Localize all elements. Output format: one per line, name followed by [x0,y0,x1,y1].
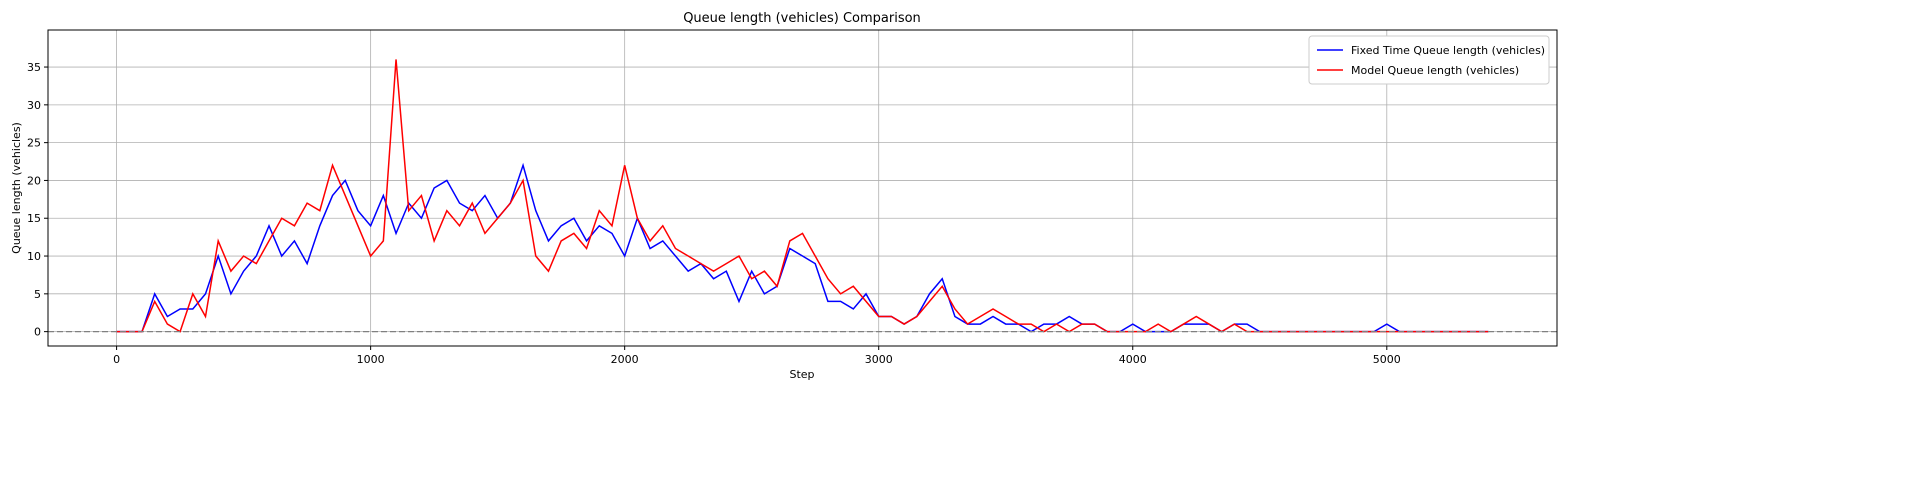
legend-box [1308,35,1550,85]
x-axis-label: Step [789,368,814,381]
legend-label: Fixed Time Queue length (vehicles) [1351,44,1545,57]
data-line [116,162,1489,333]
chart-title: Queue length (vehicles) Comparison [683,11,921,26]
y-tick-label: 10 [27,250,41,263]
data-line [116,59,1489,333]
legend-label: Model Queue length (vehicles) [1351,64,1519,77]
y-axis-label: Queue length (vehicles) [10,122,23,254]
x-tick-label: 0 [113,353,120,366]
y-tick-label: 35 [27,61,41,74]
x-tick-label: 1000 [357,353,385,366]
y-tick-label: 30 [27,99,41,112]
x-tick-label: 2000 [611,353,639,366]
y-tick-label: 25 [27,137,41,150]
legend: Fixed Time Queue length (vehicles) Model … [1308,35,1550,85]
x-tick-label: 5000 [1373,353,1401,366]
y-tick-label: 5 [34,288,41,301]
y-tick-label: 15 [27,212,41,225]
x-tick-label: 3000 [865,353,893,366]
y-tick-label: 20 [27,174,41,187]
plot-frame [47,29,1558,347]
x-tick-label: 4000 [1119,353,1147,366]
y-tick-label: 0 [34,326,41,339]
